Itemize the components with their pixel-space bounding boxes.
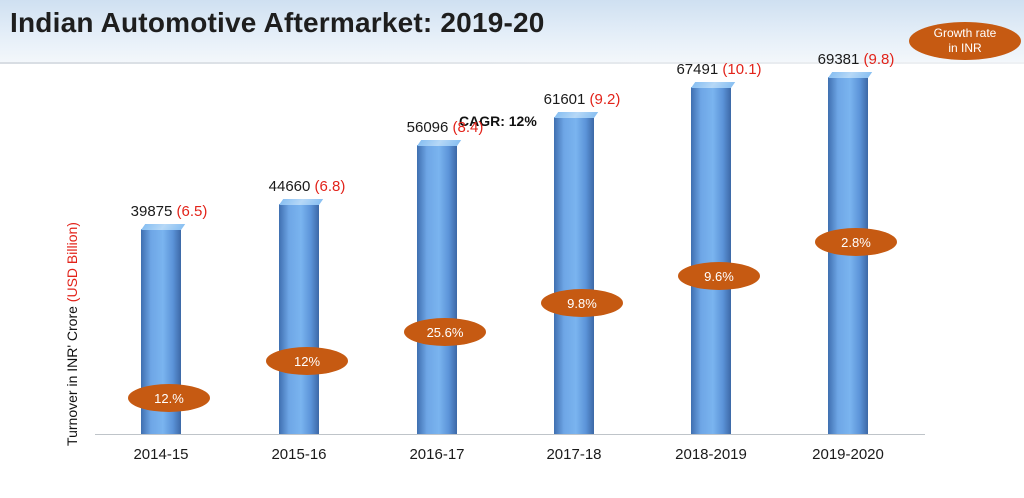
usd-label: (6.5) bbox=[176, 202, 208, 220]
y-axis-title: Turnover in INR' Crore bbox=[64, 306, 80, 446]
value-label: 67491 bbox=[676, 60, 723, 78]
legend-growth-rate: Growth rate in INR bbox=[909, 22, 1021, 60]
growth-rate-label: 2.8% bbox=[841, 234, 871, 250]
growth-rate-oval: 12% bbox=[266, 347, 348, 375]
x-tick-label: 2016-17 bbox=[409, 446, 465, 463]
data-label: 67491 (10.1) bbox=[676, 61, 761, 78]
x-tick-label: 2015-16 bbox=[271, 446, 327, 463]
growth-rate-oval: 9.8% bbox=[541, 289, 623, 317]
legend-label: Growth rate in INR bbox=[933, 26, 997, 55]
page-title: Indian Automotive Aftermarket: 2019-20 bbox=[10, 7, 545, 38]
value-label: 44660 bbox=[268, 178, 315, 196]
cagr-annotation: CAGR: 12% bbox=[459, 113, 537, 129]
data-label: 61601 (9.2) bbox=[544, 91, 621, 108]
header-band bbox=[0, 0, 1024, 62]
x-tick-label: 2014-15 bbox=[133, 446, 189, 463]
bar-cap bbox=[279, 199, 324, 206]
bar-cap bbox=[141, 223, 186, 230]
growth-rate-oval: 2.8% bbox=[815, 228, 897, 256]
value-label: 69381 bbox=[817, 50, 864, 68]
x-tick-label: 2018-2019 bbox=[675, 446, 747, 463]
growth-rate-label: 9.8% bbox=[567, 295, 597, 311]
growth-rate-oval: 25.6% bbox=[404, 318, 486, 346]
growth-rate-label: 9.6% bbox=[704, 268, 734, 284]
growth-rate-oval: 12.% bbox=[128, 384, 210, 412]
value-label: 61601 bbox=[543, 90, 590, 108]
usd-label: (9.2) bbox=[589, 90, 621, 108]
y-axis-unit: (USD Billion) bbox=[64, 222, 80, 303]
growth-rate-label: 25.6% bbox=[426, 324, 464, 340]
value-label: 56096 bbox=[406, 119, 453, 137]
growth-rate-oval: 9.6% bbox=[678, 262, 760, 290]
usd-label: (9.8) bbox=[863, 50, 895, 68]
usd-label: (8.4) bbox=[452, 119, 484, 137]
data-label: 44660 (6.8) bbox=[269, 178, 346, 195]
bar-cap bbox=[828, 71, 873, 78]
header-divider bbox=[0, 62, 1024, 64]
data-label: 39875 (6.5) bbox=[131, 203, 208, 220]
growth-rate-label: 12% bbox=[293, 353, 321, 369]
bar-cap bbox=[691, 81, 736, 88]
bar bbox=[554, 111, 599, 434]
x-tick-label: 2019-2020 bbox=[812, 446, 884, 463]
growth-rate-label: 12.% bbox=[154, 390, 184, 406]
bar bbox=[279, 199, 324, 434]
data-label: 56096 (8.4) bbox=[407, 119, 484, 136]
bar-cap bbox=[417, 140, 462, 147]
bar-cap bbox=[554, 111, 599, 118]
value-label: 39875 bbox=[130, 202, 177, 220]
data-label: 69381 (9.8) bbox=[818, 51, 895, 68]
usd-label: (6.8) bbox=[314, 178, 346, 196]
bar bbox=[417, 140, 462, 434]
x-tick-label: 2017-18 bbox=[546, 446, 602, 463]
bar bbox=[691, 81, 736, 434]
y-axis-label: Turnover in INR' Crore (USD Billion) bbox=[64, 222, 80, 446]
usd-label: (10.1) bbox=[722, 60, 762, 78]
x-axis-baseline bbox=[95, 434, 925, 435]
